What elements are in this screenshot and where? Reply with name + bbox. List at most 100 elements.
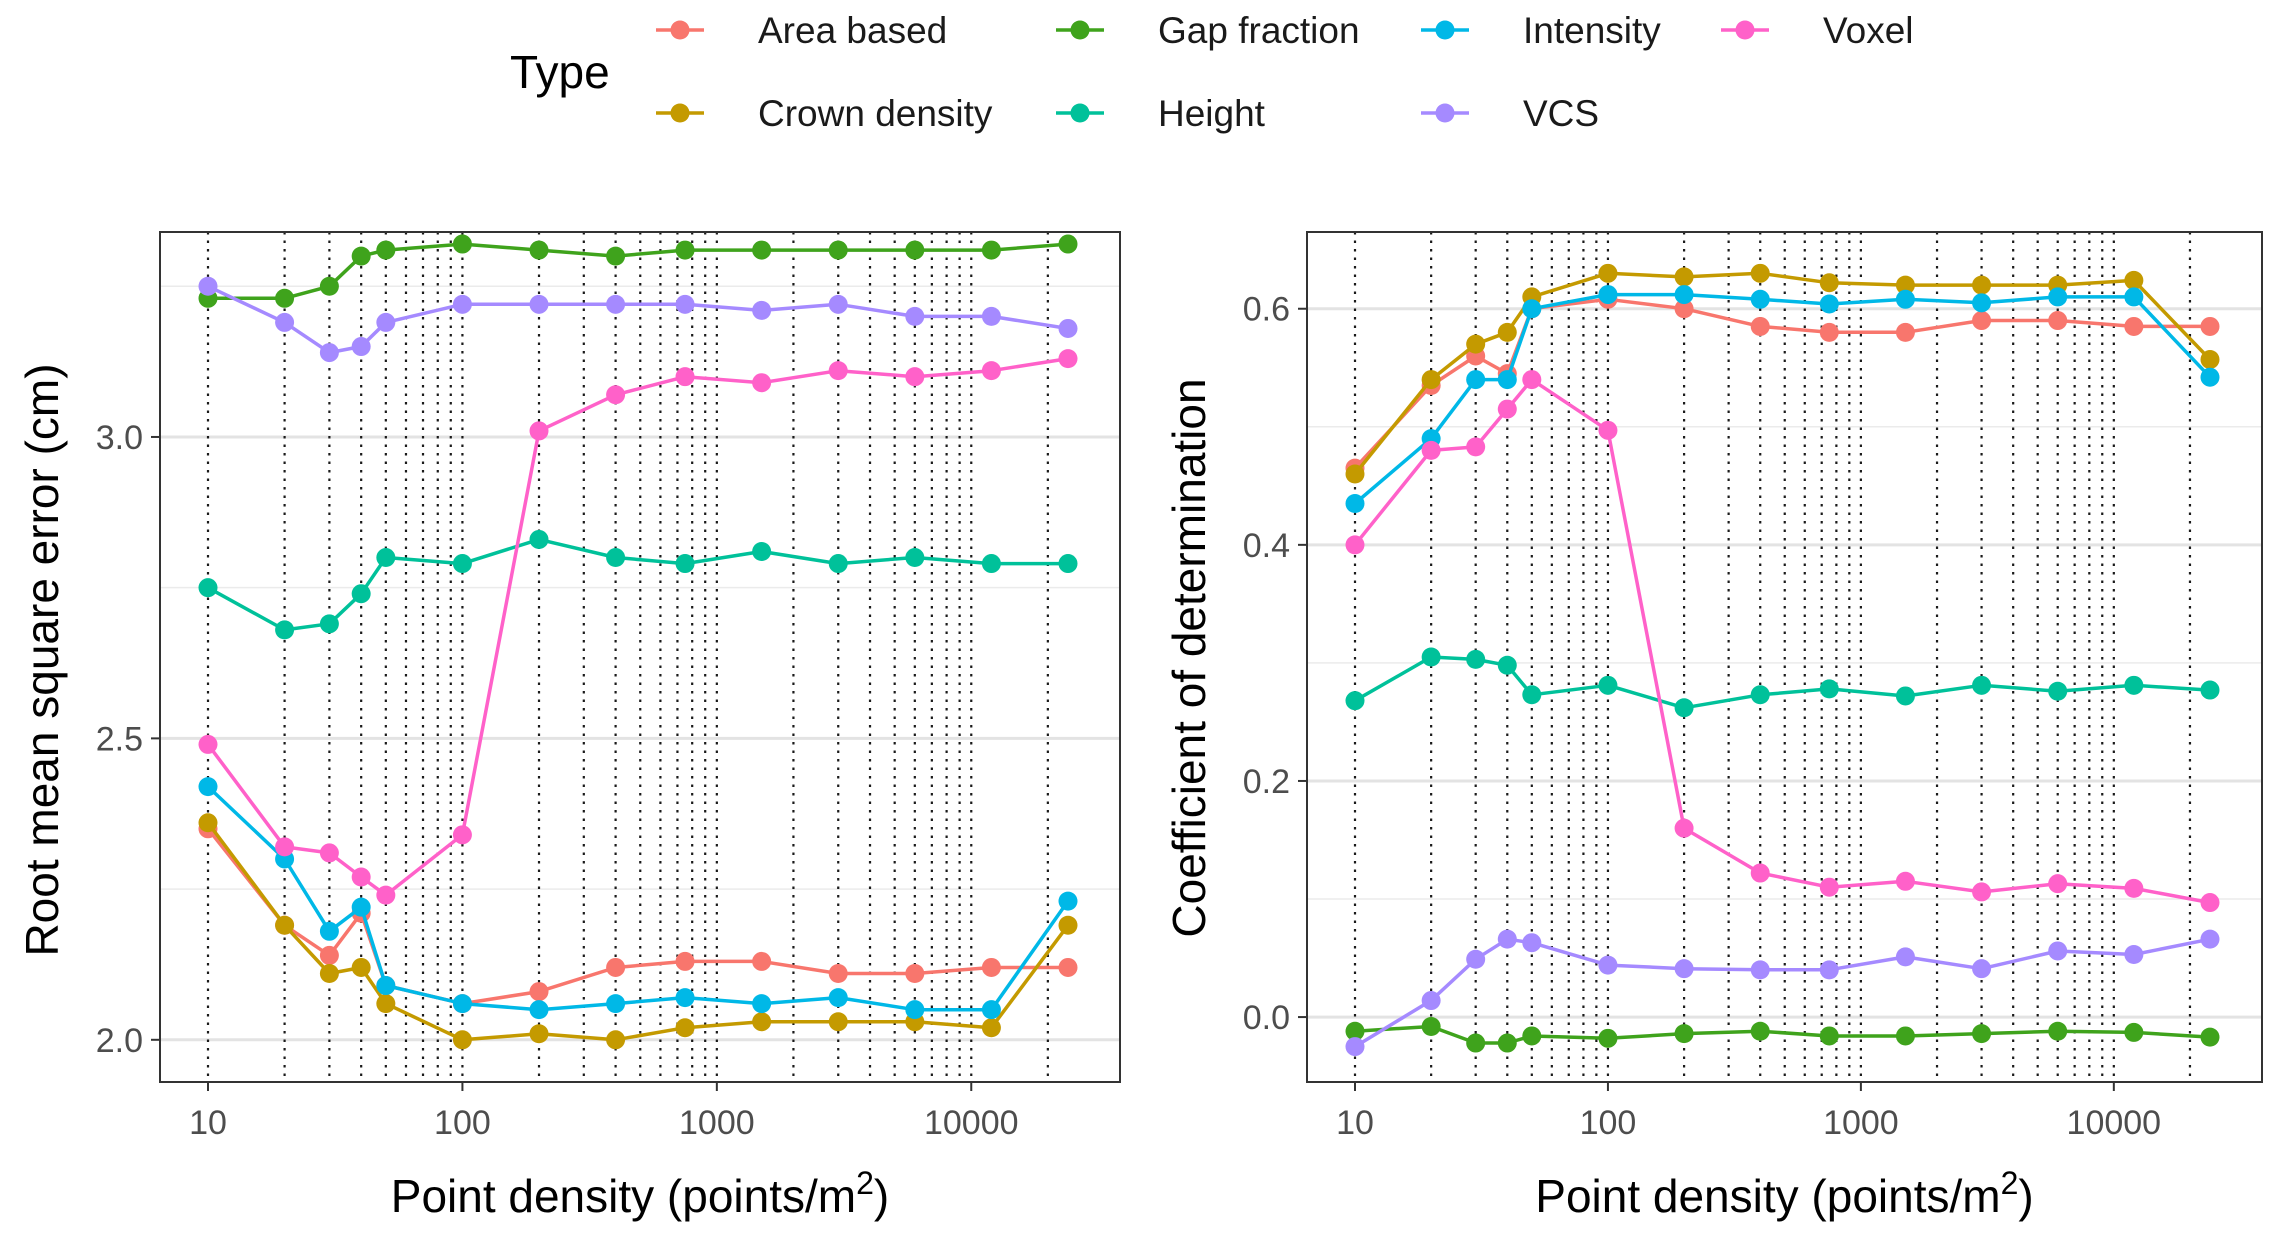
data-point-vcs bbox=[1598, 955, 1618, 975]
data-point-gap-fraction bbox=[1058, 234, 1078, 254]
data-point-voxel bbox=[1750, 863, 1770, 883]
data-point-intensity bbox=[675, 988, 695, 1008]
data-point-intensity bbox=[2048, 287, 2068, 307]
data-point-area-based bbox=[2200, 316, 2220, 336]
data-point-height bbox=[675, 554, 695, 574]
y-axis-title: Coefficient of determination bbox=[1163, 378, 1215, 937]
data-point-vcs bbox=[828, 294, 848, 314]
data-point-voxel bbox=[2200, 893, 2220, 913]
data-point-voxel bbox=[1972, 882, 1992, 902]
data-point-crown-density bbox=[529, 1024, 549, 1044]
data-point-height bbox=[2200, 680, 2220, 700]
legend-label-intensity: Intensity bbox=[1523, 10, 1661, 51]
data-point-height bbox=[1345, 691, 1365, 711]
data-point-height bbox=[2124, 675, 2144, 695]
data-point-voxel bbox=[1345, 535, 1365, 555]
data-point-vcs bbox=[606, 294, 626, 314]
data-point-area-based bbox=[2124, 316, 2144, 336]
data-point-area-based bbox=[675, 951, 695, 971]
panel-rmse: 2.0 2.5 3.0 10 100 1000 10000 Root mean square … bbox=[16, 231, 1121, 1222]
data-point-voxel bbox=[198, 734, 218, 754]
data-point-area-based bbox=[1819, 322, 1839, 342]
data-point-crown-density bbox=[319, 963, 339, 983]
data-point-vcs bbox=[351, 337, 371, 357]
data-point-voxel bbox=[1895, 871, 1915, 891]
data-point-gap-fraction bbox=[1421, 1017, 1441, 1037]
data-point-gap-fraction bbox=[1674, 1024, 1694, 1044]
data-point-area-based bbox=[981, 957, 1001, 977]
data-point-crown-density bbox=[1466, 334, 1486, 354]
legend-item-voxel: Voxel bbox=[1721, 10, 1914, 51]
data-point-intensity bbox=[1497, 370, 1517, 390]
data-point-intensity bbox=[1750, 289, 1770, 309]
data-point-voxel bbox=[529, 421, 549, 441]
data-point-voxel bbox=[1466, 437, 1486, 457]
x-axis-title-suffix: ) bbox=[2018, 1170, 2033, 1222]
y-tick-label: 2.0 bbox=[96, 1022, 143, 1060]
data-point-intensity bbox=[529, 1000, 549, 1020]
data-point-gap-fraction bbox=[452, 234, 472, 254]
panel-border bbox=[1306, 231, 2263, 1083]
data-point-intensity bbox=[1058, 891, 1078, 911]
data-point-area-based bbox=[1750, 316, 1770, 336]
y-tick-label: 0.6 bbox=[1243, 291, 1290, 329]
data-point-gap-fraction bbox=[529, 240, 549, 260]
legend-marker-gap-fraction bbox=[1070, 20, 1090, 40]
data-point-intensity bbox=[1345, 494, 1365, 514]
data-point-vcs bbox=[1972, 959, 1992, 979]
y-tick-label: 0.0 bbox=[1243, 999, 1290, 1037]
data-point-voxel bbox=[905, 367, 925, 387]
data-point-height bbox=[1819, 679, 1839, 699]
data-point-vcs bbox=[319, 343, 339, 363]
data-point-height bbox=[1750, 685, 1770, 705]
data-point-crown-density bbox=[1598, 263, 1618, 283]
data-point-gap-fraction bbox=[1972, 1024, 1992, 1044]
data-point-crown-density bbox=[2124, 270, 2144, 290]
legend-label-height: Height bbox=[1158, 93, 1266, 134]
data-point-intensity bbox=[1522, 299, 1542, 319]
x-tick-label: 100 bbox=[434, 1104, 491, 1142]
data-point-voxel bbox=[319, 843, 339, 863]
legend-title: Type bbox=[510, 46, 610, 98]
data-point-height bbox=[1466, 649, 1486, 669]
data-point-gap-fraction bbox=[1466, 1033, 1486, 1053]
data-point-vcs bbox=[529, 294, 549, 314]
data-point-voxel bbox=[351, 867, 371, 887]
data-point-vcs bbox=[1750, 960, 1770, 980]
data-point-intensity bbox=[1674, 285, 1694, 305]
data-point-intensity bbox=[319, 921, 339, 941]
data-point-voxel bbox=[2048, 874, 2068, 894]
panel-r2: 0.0 0.2 0.4 0.6 10 100 1000 10000 Coefficient of… bbox=[1163, 231, 2263, 1222]
x-tick-label: 10 bbox=[189, 1104, 227, 1142]
data-point-gap-fraction bbox=[1497, 1033, 1517, 1053]
data-point-crown-density bbox=[1058, 915, 1078, 935]
data-point-gap-fraction bbox=[1598, 1028, 1618, 1048]
data-point-vcs bbox=[1421, 991, 1441, 1011]
data-point-crown-density bbox=[2200, 350, 2220, 369]
data-point-gap-fraction bbox=[981, 240, 1001, 260]
data-point-height bbox=[1421, 647, 1441, 667]
x-axis-title: Point density (points/m2) bbox=[1535, 1165, 2033, 1222]
data-point-voxel bbox=[275, 837, 295, 857]
data-point-gap-fraction bbox=[2048, 1021, 2068, 1041]
data-point-crown-density bbox=[606, 1030, 626, 1050]
data-point-height bbox=[1522, 685, 1542, 705]
data-point-height bbox=[905, 548, 925, 568]
data-point-height bbox=[1598, 675, 1618, 695]
data-point-height bbox=[529, 529, 549, 549]
data-point-crown-density bbox=[1972, 275, 1992, 295]
data-point-vcs bbox=[905, 306, 925, 326]
x-tick-label: 1000 bbox=[1823, 1104, 1899, 1142]
data-point-crown-density bbox=[198, 813, 218, 833]
data-point-area-based bbox=[2048, 311, 2068, 331]
data-point-vcs bbox=[452, 294, 472, 314]
data-point-voxel bbox=[675, 367, 695, 387]
data-point-voxel bbox=[981, 361, 1001, 381]
legend-marker-area-based bbox=[670, 20, 690, 40]
legend-item-height: Height bbox=[1056, 93, 1266, 134]
data-point-intensity bbox=[376, 976, 396, 996]
data-point-vcs bbox=[1058, 318, 1078, 338]
data-point-crown-density bbox=[828, 1012, 848, 1032]
legend-item-crown-density: Crown density bbox=[656, 93, 993, 134]
